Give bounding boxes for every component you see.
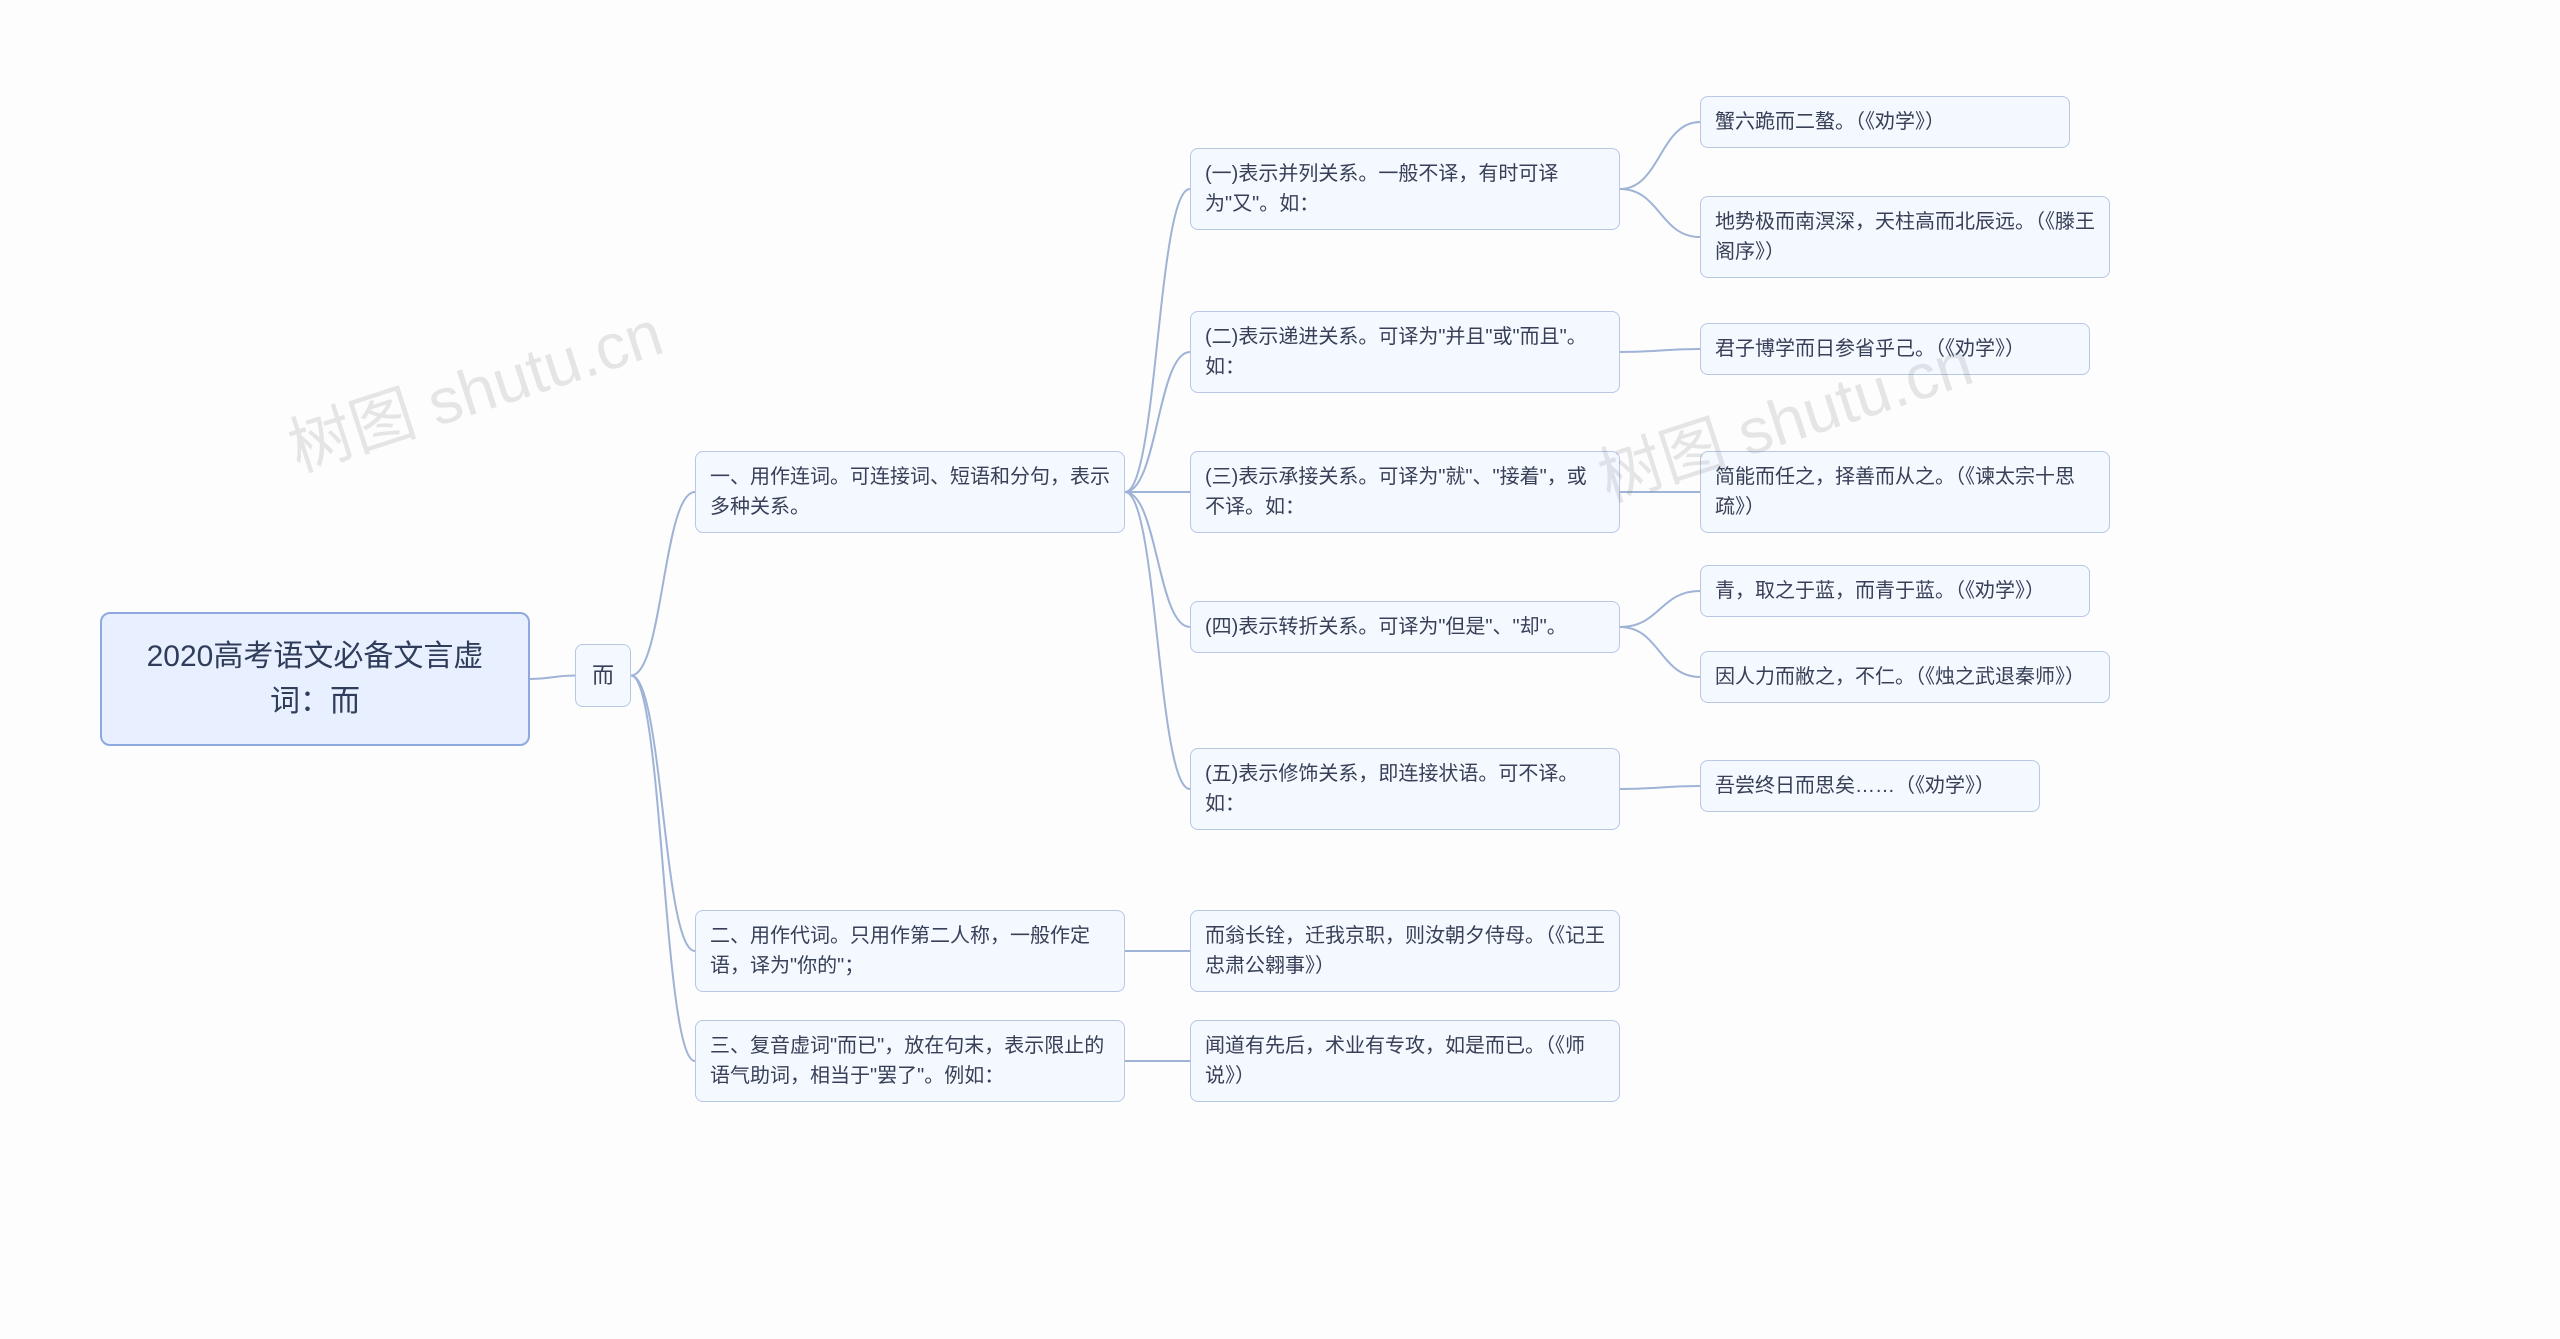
edge-n1-n1b bbox=[1125, 352, 1190, 492]
node-n1: 一、用作连词。可连接词、短语和分句，表示多种关系。 bbox=[695, 451, 1125, 533]
edge-n1-n1a bbox=[1125, 189, 1190, 492]
node-n1e1: 吾尝终日而思矣……（《劝学》） bbox=[1700, 760, 2040, 812]
node-n1d1: 青，取之于蓝，而青于蓝。（《劝学》） bbox=[1700, 565, 2090, 617]
node-er: 而 bbox=[575, 644, 631, 707]
node-n3: 三、复音虚词"而已"，放在句末，表示限止的语气助词，相当于"罢了"。例如： bbox=[695, 1020, 1125, 1102]
node-n3a: 闻道有先后，术业有专攻，如是而已。（《师说》） bbox=[1190, 1020, 1620, 1102]
edge-er-n2 bbox=[631, 676, 695, 952]
node-n1a: (一)表示并列关系。一般不译，有时可译为"又"。如： bbox=[1190, 148, 1620, 230]
edge-er-n1 bbox=[631, 492, 695, 676]
edge-n1a-n1a2 bbox=[1620, 189, 1700, 237]
node-n1c1: 简能而任之，择善而从之。（《谏太宗十思疏》） bbox=[1700, 451, 2110, 533]
node-n1b: (二)表示递进关系。可译为"并且"或"而且"。如： bbox=[1190, 311, 1620, 393]
node-n1e: (五)表示修饰关系，即连接状语。可不译。如： bbox=[1190, 748, 1620, 830]
node-n2: 二、用作代词。只用作第二人称，一般作定语，译为"你的"； bbox=[695, 910, 1125, 992]
edge-n1a-n1a1 bbox=[1620, 122, 1700, 189]
node-n1d: (四)表示转折关系。可译为"但是"、"却"。 bbox=[1190, 601, 1620, 653]
edge-n1-n1d bbox=[1125, 492, 1190, 627]
watermark-1: 树图 shutu.cn bbox=[275, 282, 672, 489]
node-root: 2020高考语文必备文言虚词：而 bbox=[100, 612, 530, 746]
edge-n1b-n1b1 bbox=[1620, 349, 1700, 352]
edge-root-er bbox=[530, 676, 575, 680]
edge-n1-n1e bbox=[1125, 492, 1190, 789]
edge-n1e-n1e1 bbox=[1620, 786, 1700, 789]
edge-n1d-n1d1 bbox=[1620, 591, 1700, 627]
edge-er-n3 bbox=[631, 676, 695, 1062]
node-n1b1: 君子博学而日参省乎己。（《劝学》） bbox=[1700, 323, 2090, 375]
node-n1c: (三)表示承接关系。可译为"就"、"接着"，或不译。如： bbox=[1190, 451, 1620, 533]
node-n2a: 而翁长铨，迁我京职，则汝朝夕侍母。（《记王忠肃公翱事》） bbox=[1190, 910, 1620, 992]
edge-n1d-n1d2 bbox=[1620, 627, 1700, 677]
node-n1d2: 因人力而敝之，不仁。（《烛之武退秦师》） bbox=[1700, 651, 2110, 703]
node-n1a1: 蟹六跪而二螯。（《劝学》） bbox=[1700, 96, 2070, 148]
node-n1a2: 地势极而南溟深，天柱高而北辰远。（《滕王阁序》） bbox=[1700, 196, 2110, 278]
